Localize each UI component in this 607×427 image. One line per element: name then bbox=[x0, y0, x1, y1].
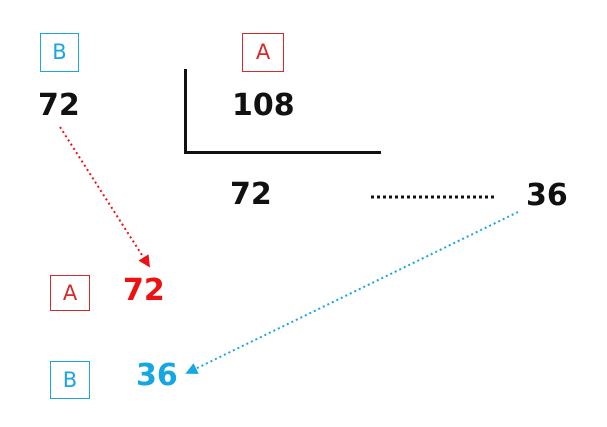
result-b-value: 36 bbox=[136, 358, 178, 393]
label-b-result: B bbox=[50, 361, 90, 399]
label-b-result-text: B bbox=[62, 367, 78, 392]
remainder-value: 72 bbox=[230, 177, 272, 212]
label-a-result-text: A bbox=[62, 280, 78, 305]
b-value: 72 bbox=[38, 88, 80, 123]
label-a-top: A bbox=[242, 33, 284, 72]
blue-dotted-arrow bbox=[185, 211, 519, 374]
label-a-result: A bbox=[50, 275, 90, 311]
dividend-value: 108 bbox=[232, 88, 295, 123]
result-a-value: 72 bbox=[123, 273, 165, 308]
partial-value: 36 bbox=[526, 178, 568, 213]
label-b-top-text: B bbox=[52, 40, 67, 64]
label-a-top-text: A bbox=[255, 40, 271, 64]
red-dotted-arrow bbox=[59, 126, 150, 268]
label-b-top: B bbox=[40, 33, 79, 72]
